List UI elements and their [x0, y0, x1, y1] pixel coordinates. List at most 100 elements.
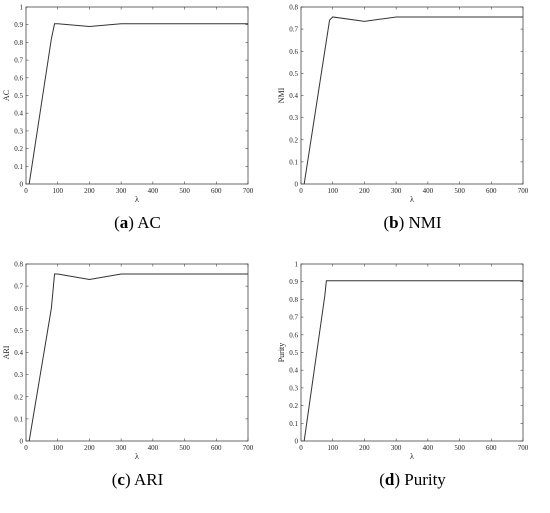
x-tick-label: 600 [486, 444, 497, 452]
x-tick-label: 0 [24, 187, 28, 195]
caption-letter-b: b [389, 213, 399, 232]
chart-panel-b: 0 100 200 300 400 500 600 700 0 0.1 0.2 0.3 0.4 0.5 0.… [275, 0, 550, 256]
y-tick-label: 0.6 [14, 74, 23, 82]
y-tick-label: 0.9 [289, 278, 298, 286]
y-tick-label: 0.4 [14, 349, 23, 357]
x-tick-label: 400 [148, 187, 159, 195]
y-tick-label: 0.7 [14, 283, 23, 291]
x-tick-label: 600 [486, 187, 497, 195]
caption-c: (c) ARI [111, 470, 164, 489]
y-tick-label: 0.9 [14, 21, 23, 29]
x-tick-label: 500 [179, 187, 190, 195]
chart-d: 0 100 200 300 400 500 600 700 0 0.1 0.2 0.3 0.4 0.5 0.… [277, 261, 529, 462]
x-tick-label: 200 [84, 187, 95, 195]
x-tick-label: 100 [52, 187, 63, 195]
x-tick-label: 700 [243, 187, 254, 195]
series-line [28, 23, 248, 185]
x-tick-label: 300 [391, 187, 402, 195]
caption-a: (a) AC [114, 213, 161, 232]
series-line [28, 273, 248, 442]
x-tick-label: 500 [454, 444, 465, 452]
y-tick-label: 0.1 [14, 415, 23, 423]
y-tick-label: 0.6 [14, 305, 23, 313]
x-tick-label: 600 [211, 444, 222, 452]
y-tick-label: 0.8 [289, 4, 298, 12]
x-tick-label: 400 [423, 444, 434, 452]
x-tick-label: 0 [299, 187, 303, 195]
caption-letter-a: a [119, 213, 129, 232]
y-tick-label: 0.8 [289, 296, 298, 304]
y-tick-label: 0.7 [289, 26, 298, 34]
x-tick-label: 300 [116, 444, 127, 452]
caption-title-b: NMI [408, 213, 442, 232]
y-tick-label: 0.6 [289, 48, 298, 56]
y-tick-label: 0.8 [14, 261, 23, 269]
y-axis-label: AC [2, 90, 11, 101]
y-tick-label: 0.2 [289, 402, 298, 410]
caption-title-c: ARI [133, 470, 164, 489]
x-axis-label: λ [410, 452, 414, 461]
caption-letter-c: c [117, 470, 125, 489]
y-tick-label: 0.2 [14, 145, 23, 153]
y-tick-label: 0.4 [289, 92, 298, 100]
y-tick-label: 0 [20, 438, 24, 446]
x-axis-label: λ [135, 452, 139, 461]
y-tick-label: 0.8 [14, 39, 23, 47]
x-tick-label: 700 [518, 444, 529, 452]
x-tick-label: 300 [391, 444, 402, 452]
x-tick-label: 100 [327, 444, 338, 452]
caption-title-a: AC [137, 213, 161, 232]
y-tick-label: 0.6 [289, 331, 298, 339]
x-tick-label: 200 [84, 444, 95, 452]
series-line [303, 16, 523, 185]
x-tick-label: 0 [299, 444, 303, 452]
y-tick-label: 0.1 [289, 158, 298, 166]
y-axis-label: ARI [2, 345, 11, 359]
x-tick-label: 400 [148, 444, 159, 452]
y-tick-label: 1 [20, 4, 24, 12]
y-tick-label: 0.5 [289, 70, 298, 78]
y-tick-label: 1 [295, 261, 299, 269]
x-tick-label: 700 [243, 444, 254, 452]
x-tick-label: 200 [359, 444, 370, 452]
chart-panel-c: 0 100 200 300 400 500 600 700 0 0.1 0.2 0.3 0.4 0.5 0.… [0, 257, 275, 513]
y-tick-label: 0.3 [14, 371, 23, 379]
x-tick-label: 200 [359, 187, 370, 195]
x-tick-label: 700 [518, 187, 529, 195]
y-tick-label: 0.7 [14, 57, 23, 65]
y-tick-label: 0.5 [14, 92, 23, 100]
x-axis-label: λ [410, 195, 414, 204]
y-tick-label: 0.2 [14, 393, 23, 401]
y-tick-label: 0.5 [14, 327, 23, 335]
x-tick-label: 400 [423, 187, 434, 195]
plot-frame [300, 6, 524, 185]
y-tick-label: 0.4 [289, 367, 298, 375]
x-tick-label: 300 [116, 187, 127, 195]
y-tick-label: 0.1 [14, 163, 23, 171]
caption-d: (d) Purity [379, 470, 446, 489]
chart-a: 0 100 200 300 400 500 600 700 0 0.1 0.2 0.3 0.4 0.5 0.… [2, 4, 254, 205]
y-tick-label: 0.7 [289, 314, 298, 322]
y-tick-label: 0.4 [14, 110, 23, 118]
x-axis-label: λ [135, 195, 139, 204]
y-tick-label: 0.1 [289, 420, 298, 428]
chart-b: 0 100 200 300 400 500 600 700 0 0.1 0.2 0.3 0.4 0.5 0.… [277, 4, 529, 205]
x-tick-label: 0 [24, 444, 28, 452]
chart-panel-d: 0 100 200 300 400 500 600 700 0 0.1 0.2 0.3 0.4 0.5 0.… [275, 257, 550, 513]
y-axis-label: NMI [277, 87, 286, 103]
chart-c: 0 100 200 300 400 500 600 700 0 0.1 0.2 0.3 0.4 0.5 0.… [2, 261, 254, 462]
y-tick-label: 0.5 [289, 349, 298, 357]
x-tick-label: 500 [179, 444, 190, 452]
x-tick-label: 100 [327, 187, 338, 195]
y-tick-label: 0.3 [289, 114, 298, 122]
x-tick-label: 500 [454, 187, 465, 195]
y-tick-label: 0.3 [14, 127, 23, 135]
plot-frame [25, 263, 249, 442]
y-tick-label: 0.3 [289, 384, 298, 392]
y-tick-label: 0 [295, 181, 299, 189]
y-tick-label: 0.2 [289, 136, 298, 144]
series-line [303, 280, 523, 442]
x-tick-label: 100 [52, 444, 63, 452]
chart-panel-a: 0 100 200 300 400 500 600 700 0 0.1 0.2 0.3 0.4 0.5 0.… [0, 0, 275, 256]
y-tick-label: 0 [295, 438, 299, 446]
